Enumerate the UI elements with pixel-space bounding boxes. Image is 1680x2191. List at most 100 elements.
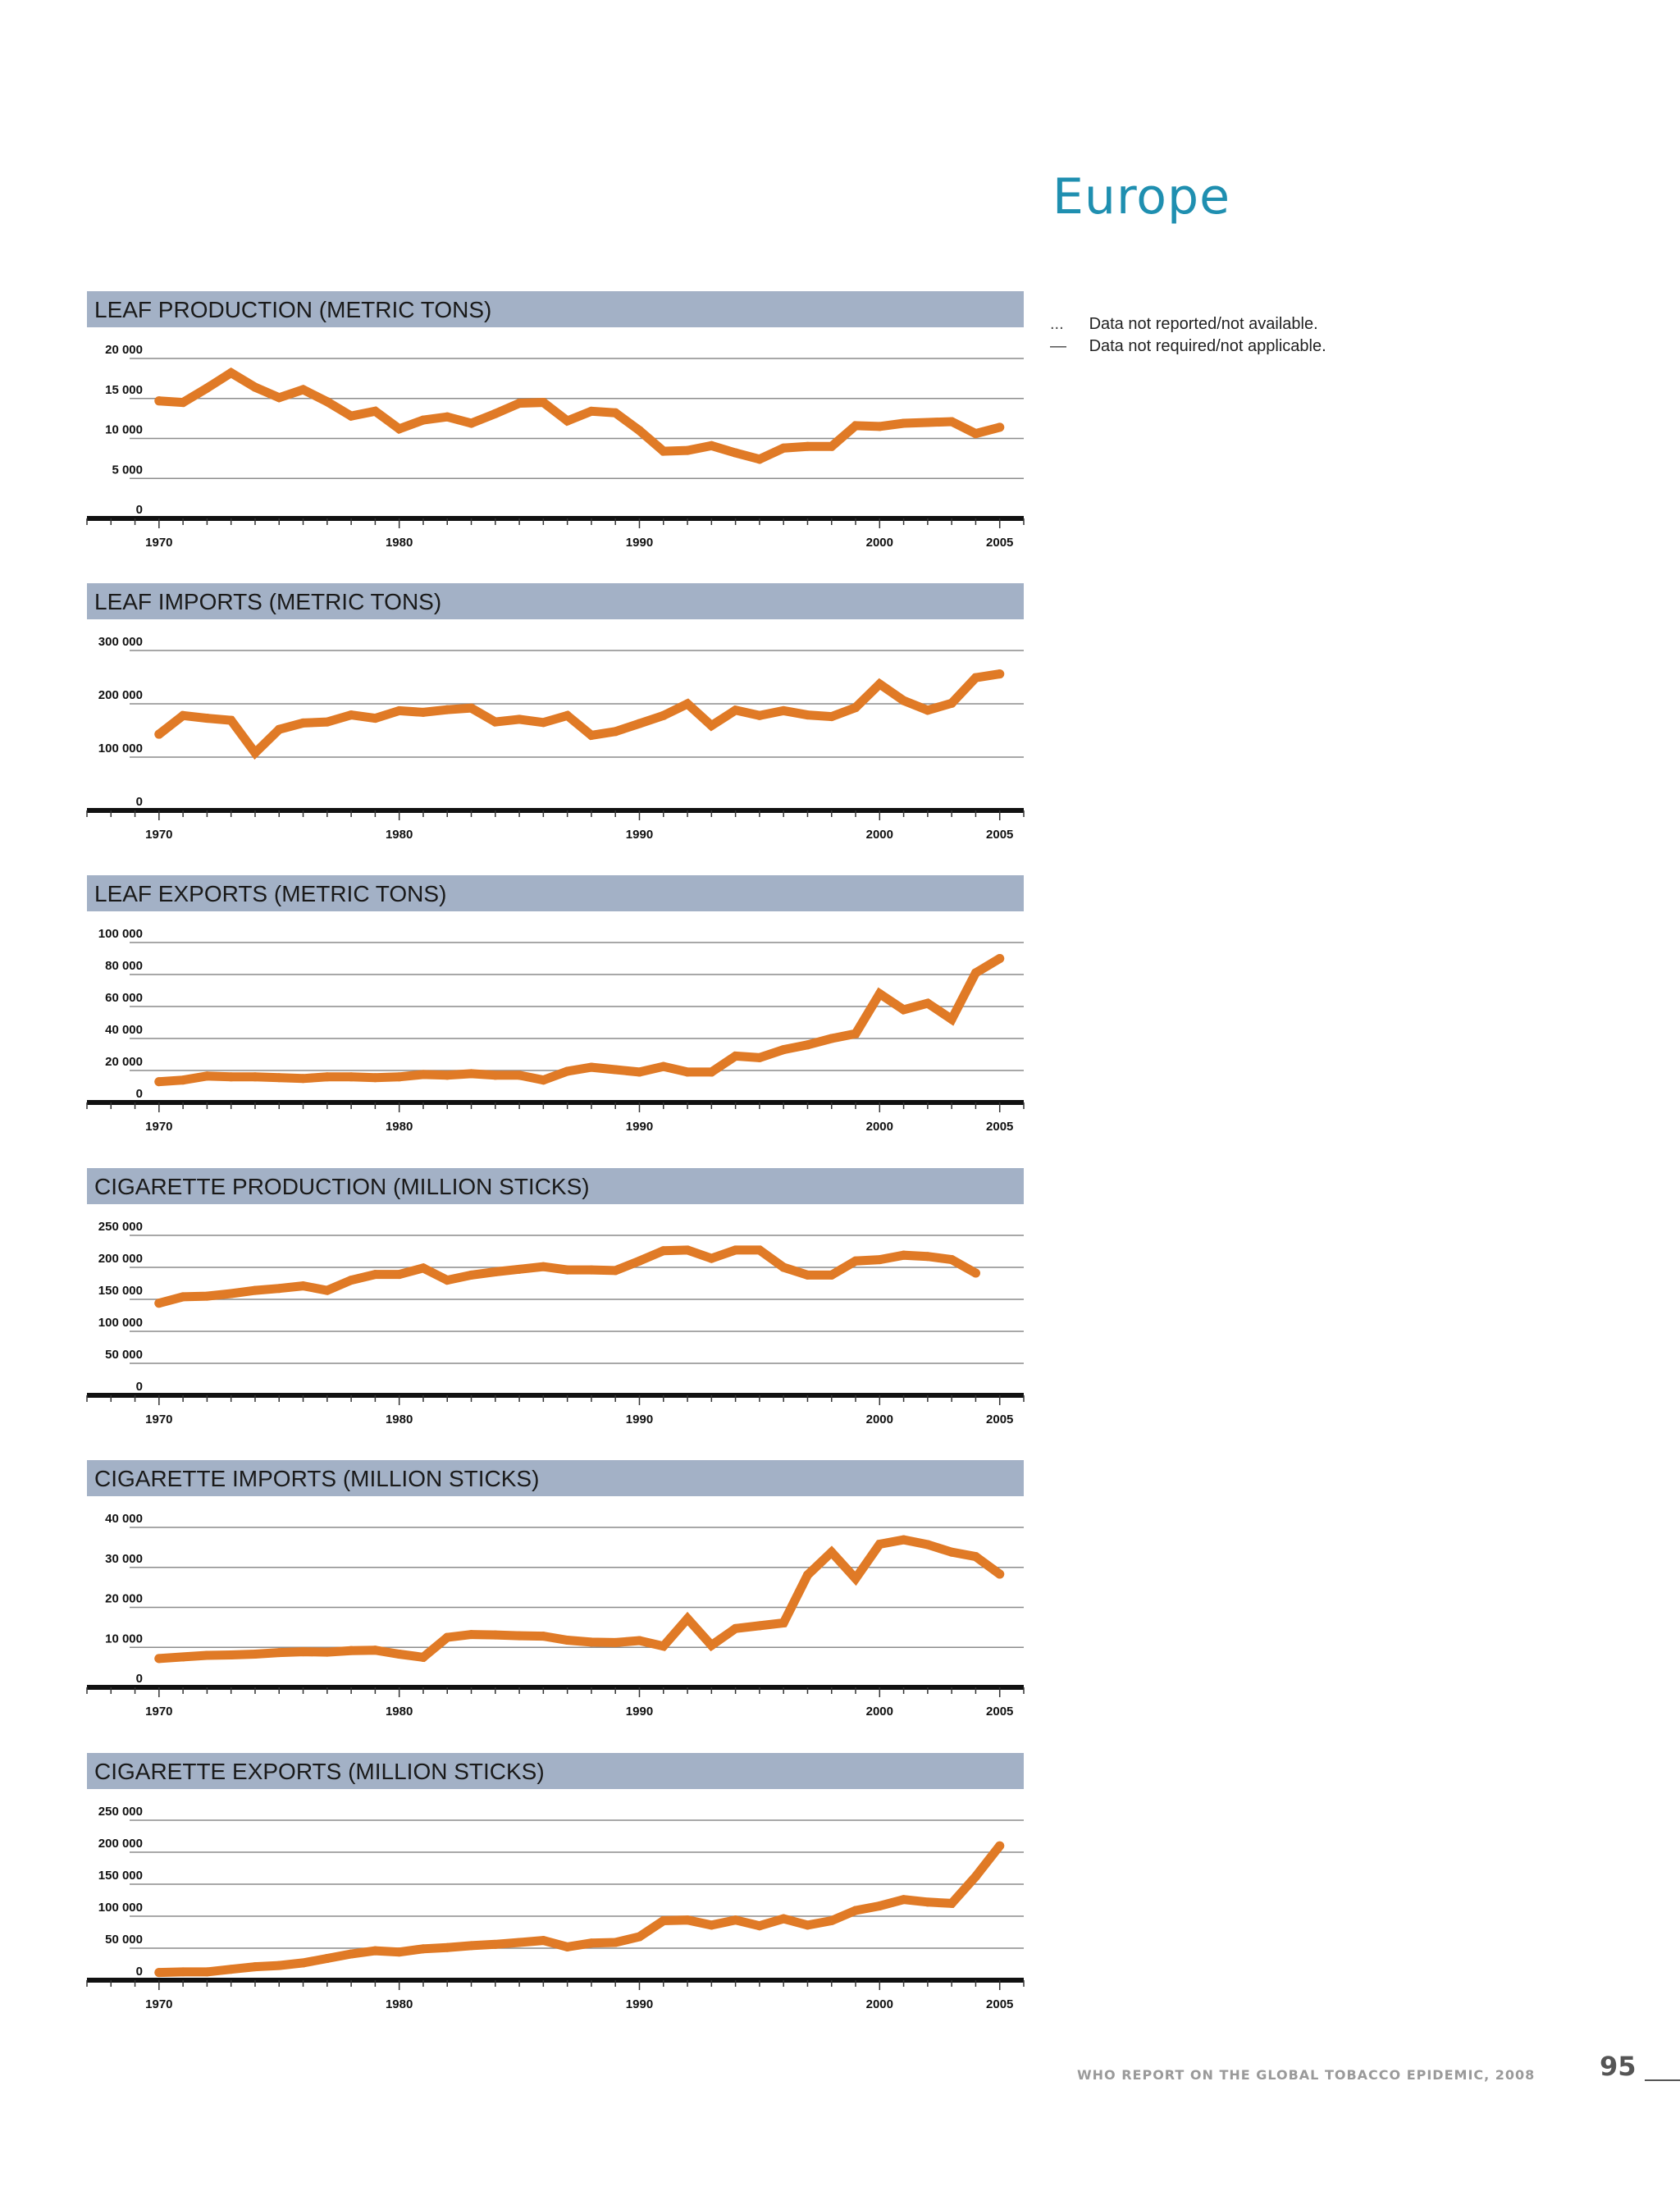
chart-4-data-point xyxy=(418,1652,428,1662)
chart-3-data-point xyxy=(634,1256,644,1266)
chart-1-data-point xyxy=(731,705,741,715)
chart-3-ytick-label: 50 000 xyxy=(105,1348,143,1362)
chart-5-data-point xyxy=(322,1953,332,1963)
chart-0-data-point xyxy=(755,454,765,464)
chart-5-data-point xyxy=(731,1915,741,1925)
legend-row-not-applicable: — Data not required/not applicable. xyxy=(1050,335,1326,358)
chart-1-data-point xyxy=(202,714,212,723)
chart-2-header-band xyxy=(87,875,1024,911)
chart-0-header-band xyxy=(87,291,1024,327)
chart-4-data-point xyxy=(491,1630,500,1640)
chart-0-data-point xyxy=(731,448,741,458)
chart-2-data-point xyxy=(346,1072,356,1082)
chart-2-data-point xyxy=(659,1061,669,1071)
chart-5-xtick-label: 2000 xyxy=(866,1997,893,2011)
chart-4-data-point xyxy=(514,1631,524,1641)
chart-2-data-point xyxy=(755,1052,765,1062)
chart-5-data-point xyxy=(923,1897,933,1907)
chart-5-data-point xyxy=(610,1938,620,1947)
chart-3-data-point xyxy=(442,1276,452,1285)
chart-2-data-point xyxy=(538,1075,548,1085)
chart-0-data-point xyxy=(370,406,380,416)
chart-1-data-point xyxy=(682,699,692,709)
chart-5-data-point xyxy=(370,1946,380,1956)
chart-cigarette-production-plot: CIGARETTE PRODUCTION (MILLION STICKS) 0 50… xyxy=(86,1168,1025,1426)
chart-3-data-point xyxy=(299,1281,308,1291)
chart-4-data-point xyxy=(610,1637,620,1647)
page-number-rule xyxy=(1645,2079,1680,2081)
chart-1-data-point xyxy=(899,696,909,705)
chart-0-data-point xyxy=(442,412,452,422)
chart-2-xtick-label: 1990 xyxy=(626,1120,653,1134)
chart-5-data-point xyxy=(538,1936,548,1946)
chart-3-title: CIGARETTE PRODUCTION (MILLION STICKS) xyxy=(94,1174,590,1199)
page-number: 95 xyxy=(1600,2051,1637,2082)
chart-2-data-point xyxy=(923,998,933,1008)
chart-3-data-point xyxy=(682,1245,692,1255)
chart-1-ytick-label: 300 000 xyxy=(98,635,143,649)
chart-1-data-point xyxy=(370,714,380,723)
chart-5-data-point xyxy=(418,1944,428,1954)
chart-4-data-point xyxy=(467,1630,477,1640)
chart-0-data-point xyxy=(706,440,716,450)
chart-2-xtick-label: 2000 xyxy=(866,1120,893,1134)
chart-5-title: CIGARETTE EXPORTS (MILLION STICKS) xyxy=(94,1759,545,1784)
chart-4-data-point xyxy=(659,1641,669,1651)
chart-4-data-point xyxy=(395,1650,404,1659)
chart-5-data-point xyxy=(395,1947,404,1957)
chart-3-data-point xyxy=(178,1292,188,1302)
chart-3-data-point xyxy=(706,1253,716,1263)
chart-cigarette-exports-plot: CIGARETTE EXPORTS (MILLION STICKS) 0 50 00… xyxy=(86,1753,1025,2011)
chart-5-data-point xyxy=(778,1914,788,1924)
chart-5-xtick-label: 1970 xyxy=(145,1997,172,2011)
chart-cigarette-imports: CIGARETTE IMPORTS (MILLION STICKS) 0 10 00… xyxy=(0,1460,1034,1743)
chart-0-data-point xyxy=(899,418,909,428)
chart-1-data-point xyxy=(802,710,812,720)
chart-leaf-imports-plot: LEAF IMPORTS (METRIC TONS) 0 100 000 200 00… xyxy=(86,583,1025,842)
chart-cigarette-production: CIGARETTE PRODUCTION (MILLION STICKS) 0 50… xyxy=(0,1168,1034,1451)
chart-5-data-point xyxy=(827,1915,837,1925)
chart-1-xtick-label: 1980 xyxy=(386,828,413,842)
chart-1-data-point xyxy=(274,724,284,734)
chart-3-data-point xyxy=(250,1285,260,1295)
chart-5-data-point xyxy=(587,1938,596,1948)
chart-0-data-point xyxy=(874,422,884,431)
chart-leaf-imports: LEAF IMPORTS (METRIC TONS) 0 100 000 200 00… xyxy=(0,583,1034,866)
chart-4-data-point xyxy=(827,1547,837,1557)
chart-5-data-point xyxy=(851,1906,861,1915)
chart-0-ytick-label: 5 000 xyxy=(112,463,143,477)
chart-1-data-point xyxy=(634,719,644,728)
chart-5-ytick-label: 250 000 xyxy=(98,1805,143,1819)
chart-4-xtick-label: 1970 xyxy=(145,1705,172,1719)
chart-2-data-point xyxy=(418,1070,428,1080)
chart-5-data-point xyxy=(299,1958,308,1968)
chart-3-data-point xyxy=(947,1255,956,1265)
chart-4-xtick-label: 1980 xyxy=(386,1705,413,1719)
chart-2-data-point xyxy=(299,1074,308,1084)
chart-3-ytick-label: 0 xyxy=(136,1380,143,1394)
chart-2-ytick-label: 40 000 xyxy=(105,1023,143,1037)
chart-3-data-point xyxy=(226,1289,236,1299)
chart-3-data-point xyxy=(274,1284,284,1294)
chart-4-data-point xyxy=(322,1647,332,1657)
chart-5-data-point xyxy=(682,1915,692,1925)
chart-2-data-point xyxy=(202,1071,212,1081)
chart-2-data-point xyxy=(274,1073,284,1083)
chart-3-ytick-label: 150 000 xyxy=(98,1284,143,1298)
chart-4-data-point xyxy=(899,1535,909,1545)
chart-1-data-point xyxy=(659,710,669,720)
chart-2-data-point xyxy=(587,1062,596,1072)
chart-3-data-point xyxy=(851,1256,861,1266)
chart-4-data-point xyxy=(731,1623,741,1633)
chart-0-data-point xyxy=(299,385,308,395)
chart-1-xtick-label: 2005 xyxy=(986,828,1013,842)
chart-0-data-point xyxy=(802,441,812,451)
chart-0-xtick-label: 1980 xyxy=(386,536,413,550)
chart-4-data-point xyxy=(274,1648,284,1658)
chart-1-data-point xyxy=(610,727,620,737)
chart-4-data-point xyxy=(947,1547,956,1557)
chart-3-data-point xyxy=(514,1264,524,1274)
chart-3-data-point xyxy=(731,1245,741,1255)
chart-5-data-point xyxy=(178,1967,188,1977)
chart-0-xtick-label: 1970 xyxy=(145,536,172,550)
